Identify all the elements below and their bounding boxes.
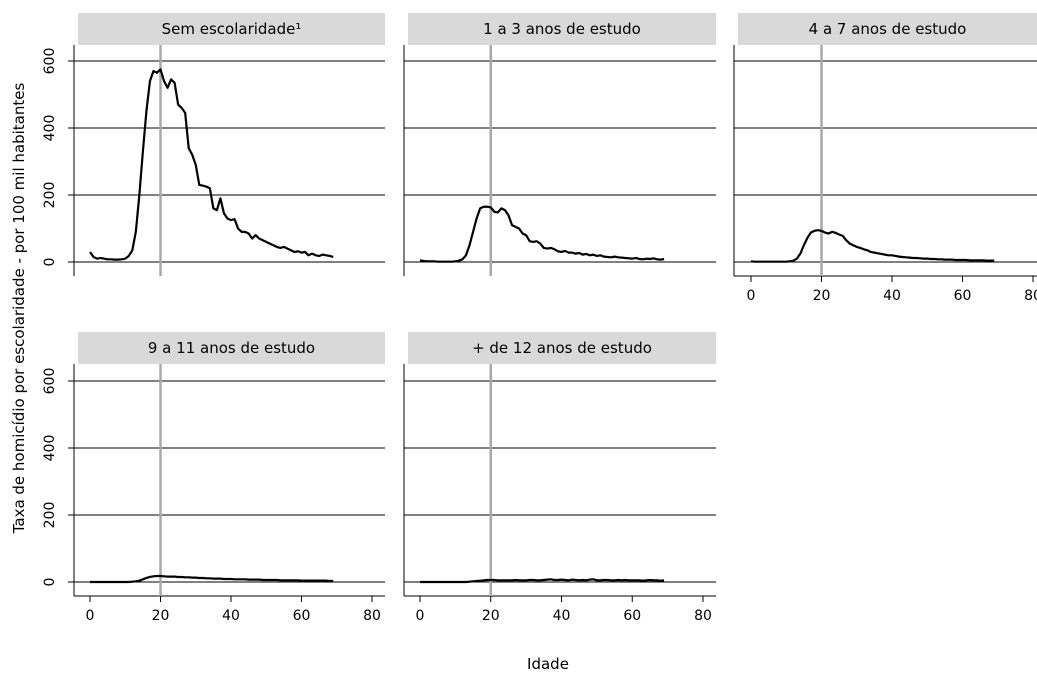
x-tick-label-80: 80: [694, 608, 712, 624]
panel-2: 1 a 3 anos de estudo: [404, 13, 716, 276]
series-line: [751, 230, 994, 261]
y-tick-label-200: 200: [42, 182, 58, 209]
series-line: [90, 69, 333, 259]
panel-title: 9 a 11 anos de estudo: [148, 339, 315, 357]
y-tick-label-400: 400: [42, 115, 58, 142]
y-tick-label-600: 600: [42, 48, 58, 75]
y-tick-label-400: 400: [42, 435, 58, 462]
x-tick-label-40: 40: [553, 608, 571, 624]
y-tick-label-0: 0: [42, 578, 58, 587]
x-tick-label-0: 0: [747, 288, 756, 304]
x-tick-label-80: 80: [1024, 288, 1037, 304]
x-tick-label-20: 20: [482, 608, 500, 624]
x-axis-label: Idade: [527, 655, 569, 673]
panel-3: 4 a 7 anos de estudo 0 20 40 60 80: [734, 13, 1037, 304]
x-tick-label-20: 20: [813, 288, 831, 304]
y-tick-label-0: 0: [42, 258, 58, 267]
panel-title: 4 a 7 anos de estudo: [809, 20, 967, 38]
series-line: [420, 207, 664, 262]
x-tick-label-60: 60: [954, 288, 972, 304]
panel-title: + de 12 anos de estudo: [472, 339, 652, 357]
x-tick-label-60: 60: [293, 608, 311, 624]
panel-5: + de 12 anos de estudo 0 20 40 60 80: [404, 332, 716, 624]
y-tick-label-600: 600: [42, 368, 58, 395]
series-line: [90, 576, 333, 582]
panel-4: 9 a 11 anos de estudo 0 200 400 600 0 20 40 60 80: [42, 332, 385, 624]
x-tick-label-20: 20: [152, 608, 170, 624]
x-tick-label-0: 0: [86, 608, 95, 624]
y-tick-label-200: 200: [42, 502, 58, 529]
panel-1: Sem escolaridade¹ 0 200 400 600: [42, 13, 385, 276]
x-tick-label-60: 60: [623, 608, 641, 624]
x-tick-label-40: 40: [883, 288, 901, 304]
x-tick-label-0: 0: [416, 608, 425, 624]
panel-title: Sem escolaridade¹: [162, 20, 302, 38]
x-tick-label-40: 40: [222, 608, 240, 624]
y-axis-label: Taxa de homicídio por escolaridade - por…: [10, 83, 28, 535]
x-tick-label-80: 80: [363, 608, 381, 624]
panel-title: 1 a 3 anos de estudo: [483, 20, 641, 38]
